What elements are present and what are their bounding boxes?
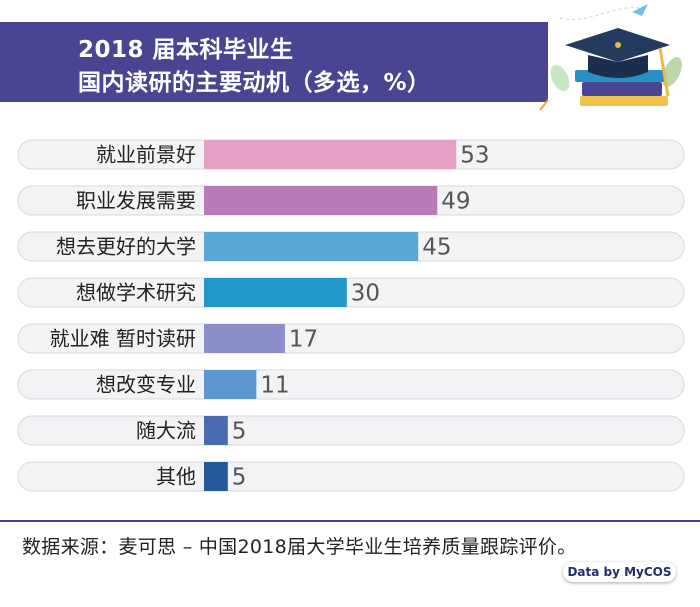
bar [204, 140, 457, 169]
value-label: 11 [260, 373, 289, 399]
bar [204, 232, 419, 261]
value-label: 49 [441, 189, 470, 215]
bar-track [17, 323, 685, 354]
header: 2018 届本科毕业生 国内读研的主要动机（多选，%） [0, 0, 700, 111]
bar [204, 370, 257, 399]
bar-track [17, 277, 685, 308]
value-label: 17 [289, 327, 318, 353]
source-note: 数据来源：麦可思 – 中国2018届大学毕业生培养质量跟踪评价。 [22, 536, 577, 558]
bar [204, 278, 347, 307]
bar-track [17, 415, 685, 446]
category-label: 其他 [156, 465, 196, 489]
chart-title: 2018 届本科毕业生 [78, 37, 294, 63]
category-label: 就业难 暂时读研 [50, 327, 196, 351]
data-by-badge: Data by MyCOS [563, 562, 676, 582]
category-label: 想做学术研究 [76, 281, 196, 305]
value-label: 45 [422, 235, 451, 261]
footer-divider [0, 520, 700, 522]
graduation-cap-icon [539, 4, 682, 111]
category-label: 随大流 [136, 419, 196, 443]
bar-track [17, 369, 685, 400]
bar [204, 324, 285, 353]
bar-track [17, 461, 685, 492]
bar [204, 462, 228, 491]
value-label: 30 [351, 281, 380, 307]
category-label: 就业前景好 [96, 143, 196, 167]
bar-chart: 就业前景好 53 职业发展需要 49 想去更好的大学 45 想做学术研究 30 就业难 暂时读研… [17, 139, 685, 492]
chart-subtitle: 国内读研的主要动机（多选，%） [78, 70, 431, 96]
bar [204, 186, 438, 215]
bar [204, 416, 228, 445]
category-label: 想改变专业 [96, 373, 196, 397]
title-band [0, 22, 548, 102]
value-label: 53 [460, 143, 489, 169]
value-label: 5 [232, 419, 247, 445]
category-label: 职业发展需要 [76, 189, 196, 213]
value-label: 5 [232, 465, 247, 491]
category-label: 想去更好的大学 [56, 235, 196, 259]
